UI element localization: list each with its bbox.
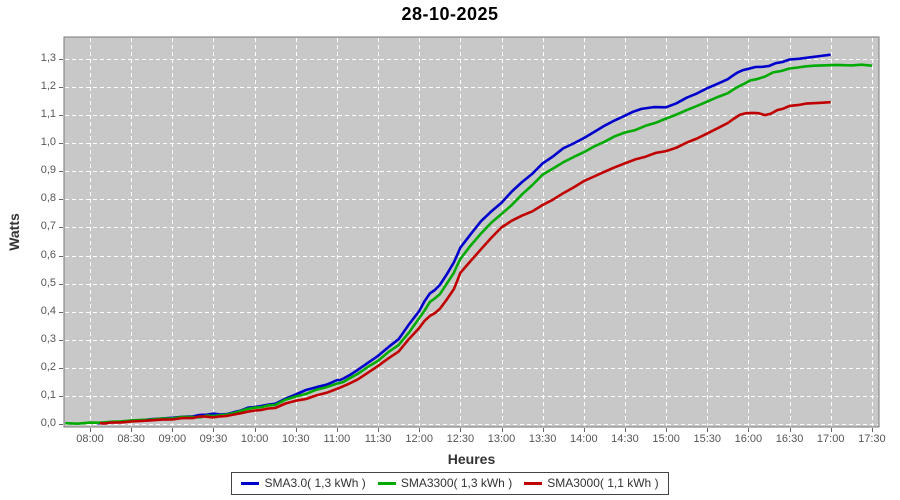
- x-axis-label: Heures: [447, 451, 496, 467]
- tick-marks: [59, 59, 873, 432]
- x-tick-label: 09:00: [158, 433, 187, 445]
- y-tick-label: 0,9: [40, 164, 56, 177]
- x-tick-label: 15:00: [652, 433, 680, 445]
- y-tick-label: 0,4: [40, 304, 56, 317]
- legend-line-swatch: [524, 481, 543, 485]
- x-tick-label: 12:00: [405, 433, 433, 445]
- x-tick-label: 14:00: [570, 433, 598, 445]
- y-tick-label: 0,2: [40, 360, 56, 373]
- x-tick-label: 16:30: [775, 433, 804, 445]
- chart-title: 28-10-2025: [401, 4, 499, 24]
- y-tick-label: 1,3: [40, 51, 56, 64]
- x-tick-label: 08:30: [117, 433, 145, 445]
- x-tick-label: 16:00: [734, 433, 763, 445]
- y-tick-label: 0,6: [40, 248, 56, 261]
- x-tick-label: 13:00: [487, 433, 516, 445]
- legend-item-SMA3300: SMA3300( 1,3 kWh ): [377, 476, 513, 490]
- x-tick-label: 10:30: [281, 433, 310, 445]
- series-line-SMA3000: [99, 100, 831, 425]
- y-tick-label: 1,2: [40, 80, 56, 93]
- x-tick-label: 14:30: [611, 433, 639, 445]
- x-tick-label: 09:30: [199, 433, 228, 445]
- legend-label: SMA3000( 1,1 kWh ): [547, 476, 659, 490]
- legend-item-SMA3000: SMA3000( 1,1 kWh ): [524, 476, 659, 490]
- y-tick-label: 0,8: [40, 192, 56, 205]
- x-tick-label: 11:00: [323, 433, 351, 445]
- x-tick-label: 12:30: [446, 433, 475, 445]
- legend-row: SMA3.0( 1,3 kWh ) SMA3300( 1,3 kWh ) SMA30…: [0, 472, 900, 495]
- y-axis-label: Watts: [6, 213, 22, 251]
- y-tick-label: 0,0: [40, 417, 56, 429]
- x-tick-label: 13:30: [528, 433, 557, 445]
- legend-label: SMA3300( 1,3 kWh ): [400, 476, 513, 490]
- x-tick-label: 17:30: [858, 433, 886, 445]
- y-tick-label: 0,3: [40, 332, 56, 345]
- legend: SMA3.0( 1,3 kWh ) SMA3300( 1,3 kWh ) SMA30…: [231, 472, 669, 495]
- legend-item-SMA3.0: SMA3.0( 1,3 kWh ): [241, 476, 366, 490]
- y-tick-label: 1,1: [40, 108, 56, 121]
- y-tick-label: 0,1: [40, 388, 56, 401]
- y-tick-label: 1,0: [40, 136, 56, 149]
- x-tick-label: 17:00: [816, 433, 845, 445]
- x-tick-label: 10:00: [240, 433, 269, 445]
- legend-label: SMA3.0( 1,3 kWh ): [264, 476, 366, 490]
- legend-line-swatch: [241, 481, 260, 485]
- x-tick-label: 11:30: [364, 433, 392, 445]
- y-tick-label: 0,7: [40, 220, 56, 233]
- y-tick-label: 0,5: [40, 276, 56, 289]
- legend-line-swatch: [377, 481, 396, 485]
- x-tick-label: 15:30: [693, 433, 722, 445]
- x-tick-label: 08:00: [76, 433, 104, 445]
